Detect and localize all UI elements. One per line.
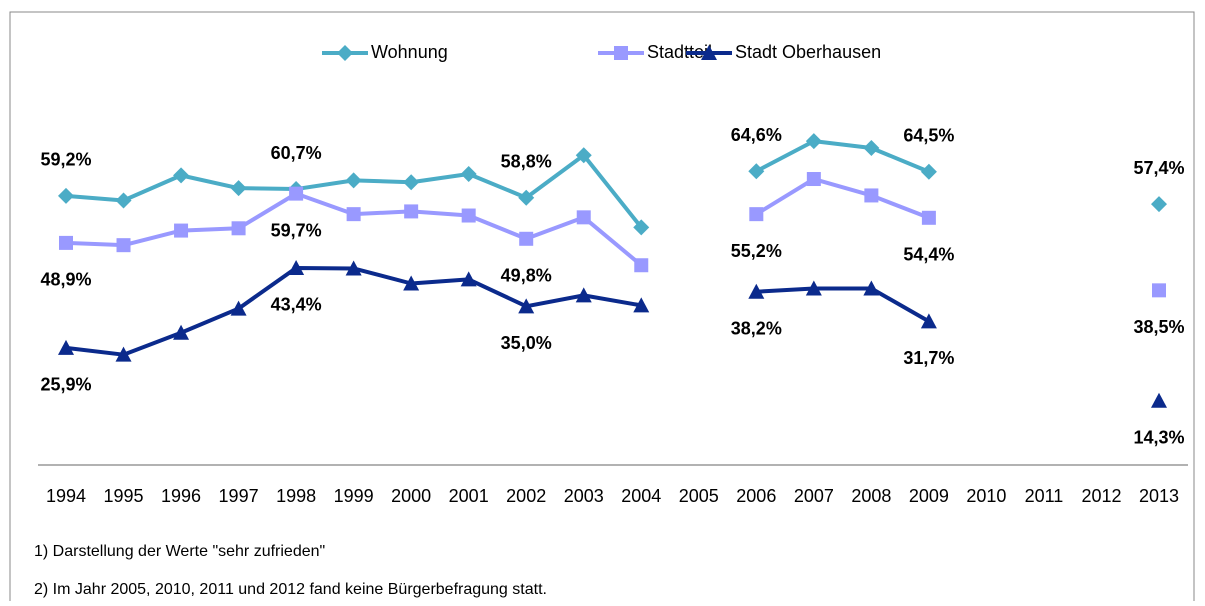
- series-line: [65, 139, 930, 229]
- data-point: [231, 221, 246, 236]
- data-point: [920, 313, 937, 329]
- data-point: [1151, 196, 1167, 213]
- data-point: [346, 207, 361, 222]
- data-point: [1152, 283, 1166, 298]
- data-label: 58,8%: [501, 151, 552, 171]
- x-tick-label: 2008: [851, 486, 891, 506]
- data-label: 60,7%: [271, 143, 322, 163]
- data-point: [576, 210, 591, 225]
- data-point: [863, 280, 880, 296]
- series-line: [65, 177, 930, 267]
- legend-marker: [701, 45, 717, 60]
- frame: [9, 11, 1195, 606]
- data-point: [230, 300, 247, 316]
- data-point: [460, 166, 477, 182]
- data-point: [748, 163, 765, 180]
- x-tick-label: 2002: [506, 486, 546, 506]
- x-tick-label: 1996: [161, 486, 201, 506]
- legend-marker: [614, 46, 628, 60]
- data-label: 59,2%: [40, 150, 91, 170]
- data-point: [230, 180, 247, 197]
- data-label: 54,4%: [903, 245, 954, 265]
- x-tick-label: 1995: [104, 486, 144, 506]
- data-point: [404, 204, 419, 219]
- data-label: 43,4%: [271, 295, 322, 315]
- data-point: [864, 188, 879, 203]
- x-tick-label: 2010: [966, 486, 1006, 506]
- x-tick-label: 1994: [46, 486, 86, 506]
- data-point: [633, 297, 650, 313]
- legend-label: Wohnung: [371, 42, 448, 62]
- data-label: 55,2%: [731, 241, 782, 261]
- x-tick-label: 1999: [334, 486, 374, 506]
- data-point: [805, 280, 822, 296]
- data-point: [518, 189, 535, 206]
- x-tick-label: 2000: [391, 486, 431, 506]
- data-point: [289, 186, 304, 201]
- data-label: 25,9%: [40, 375, 91, 395]
- data-point: [748, 283, 765, 299]
- data-point: [749, 207, 764, 222]
- data-point: [461, 208, 476, 223]
- data-point: [58, 339, 74, 355]
- note: 1) Darstellung der Werte "sehr zufrieden…: [34, 543, 325, 560]
- x-tick-label: 2011: [1025, 486, 1064, 506]
- data-point: [173, 324, 190, 340]
- data-point: [58, 187, 74, 204]
- data-point: [575, 147, 592, 164]
- data-point: [863, 139, 880, 156]
- data-point: [920, 163, 937, 180]
- x-tick-label: 2012: [1081, 486, 1121, 506]
- data-label: 57,4%: [1133, 158, 1184, 178]
- x-tick-label: 2005: [679, 486, 719, 506]
- data-label: 64,5%: [903, 125, 954, 145]
- data-point: [403, 275, 420, 291]
- x-tick-label: 2001: [449, 486, 489, 506]
- data-point: [174, 223, 189, 238]
- data-label: 49,8%: [501, 266, 552, 286]
- data-point: [806, 172, 821, 187]
- data-point: [1151, 392, 1167, 408]
- data-point: [345, 260, 362, 276]
- data-point: [519, 231, 534, 246]
- data-label: 38,2%: [731, 318, 782, 338]
- x-tick-label: 1997: [219, 486, 259, 506]
- data-point: [59, 235, 73, 250]
- x-tick-label: 1998: [276, 486, 316, 506]
- data-label: 14,3%: [1133, 428, 1184, 448]
- data-point: [345, 172, 362, 189]
- legend-label: Stadt Oberhausen: [735, 42, 881, 62]
- series-line: [65, 265, 930, 357]
- data-label: 38,5%: [1133, 317, 1184, 337]
- data-point: [518, 298, 535, 314]
- x-tick-label: 2006: [736, 486, 776, 506]
- data-label: 35,0%: [501, 333, 552, 353]
- data-point: [173, 167, 190, 184]
- data-point: [460, 271, 477, 287]
- x-tick-label: 2004: [621, 486, 661, 506]
- data-point: [805, 133, 822, 150]
- data-point: [921, 210, 936, 225]
- note: 2) Im Jahr 2005, 2010, 2011 und 2012 fan…: [34, 581, 547, 598]
- data-point: [575, 287, 592, 303]
- data-point: [115, 346, 132, 362]
- x-tick-label: 2013: [1139, 486, 1179, 506]
- x-tick-label: 2007: [794, 486, 834, 506]
- data-point: [634, 258, 649, 273]
- x-tick-label: 2009: [909, 486, 949, 506]
- data-point: [403, 174, 420, 191]
- data-label: 59,7%: [271, 220, 322, 240]
- x-tick-label: 2003: [564, 486, 604, 506]
- data-point: [116, 238, 131, 253]
- data-label: 48,9%: [40, 270, 91, 290]
- legend-label: Stadtteil: [647, 42, 712, 62]
- data-label: 64,6%: [731, 125, 782, 145]
- data-label: 31,7%: [903, 348, 954, 368]
- data-point: [633, 219, 650, 236]
- legend-marker: [337, 45, 353, 61]
- data-point: [288, 259, 305, 275]
- data-point: [115, 192, 132, 209]
